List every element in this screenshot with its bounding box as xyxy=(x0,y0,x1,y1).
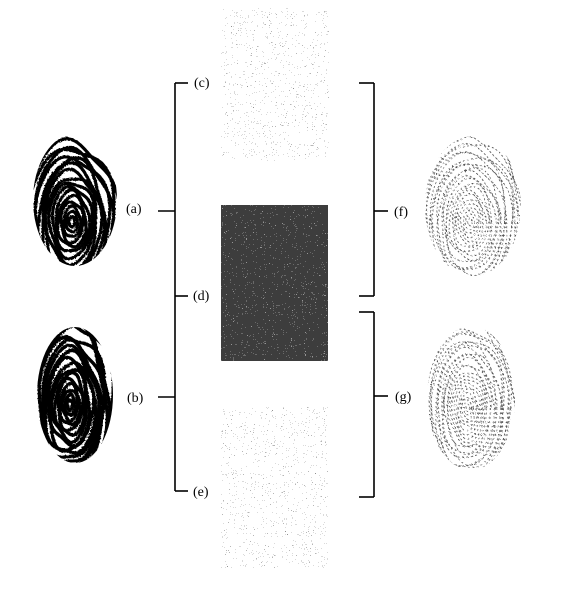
label-c: (c) xyxy=(194,76,210,91)
ridge-line xyxy=(63,392,77,417)
ridge-line xyxy=(445,177,497,263)
ridge-line xyxy=(428,341,505,470)
ridge-line xyxy=(455,199,484,247)
ridge-line xyxy=(54,188,92,253)
ridge-line xyxy=(460,207,480,239)
ridge-line xyxy=(467,217,473,227)
ridge-line xyxy=(59,200,86,245)
ridge-line xyxy=(465,213,476,230)
bracket-right-top xyxy=(359,82,388,297)
ridge-line xyxy=(37,335,107,463)
ridge-line xyxy=(425,136,521,276)
label-d: (d) xyxy=(193,289,210,304)
ridge-line xyxy=(461,396,475,420)
ridge-line xyxy=(37,327,113,463)
ridge-line xyxy=(441,353,498,458)
ridge-line xyxy=(52,371,87,437)
ridge-line xyxy=(430,151,514,276)
ridge-line xyxy=(436,353,497,466)
ridge-line xyxy=(435,341,504,468)
ridge-line xyxy=(427,328,513,470)
ridge-line xyxy=(430,331,510,470)
ridge-line xyxy=(449,376,486,444)
ridge-line xyxy=(427,326,515,470)
ridge-line xyxy=(460,392,477,423)
ridge-line xyxy=(457,203,482,243)
ridge-line xyxy=(463,399,473,416)
noise-share-e xyxy=(221,407,328,568)
ridge-line xyxy=(62,204,83,238)
ridge-line xyxy=(455,385,481,432)
ridge-line xyxy=(42,343,101,459)
ridge-line xyxy=(33,136,117,266)
ridge-line xyxy=(430,344,503,470)
noise-share-d xyxy=(221,205,328,361)
bracket-right-bottom xyxy=(359,311,388,498)
fingerprint-b xyxy=(37,327,113,463)
label-g: (g) xyxy=(395,390,412,405)
ridge-line xyxy=(442,357,495,454)
ridge-line xyxy=(41,161,107,266)
label-f: (f) xyxy=(394,205,408,220)
ridge-line xyxy=(56,376,85,433)
ridge-line xyxy=(453,382,483,436)
ridge-line xyxy=(443,365,492,455)
ridge-line xyxy=(67,215,77,229)
ridge-line xyxy=(425,144,516,276)
ridge-line xyxy=(65,398,75,412)
ridge-line xyxy=(426,143,519,276)
ridge-line xyxy=(441,169,502,270)
fingerprint-g xyxy=(427,326,515,470)
ridge-line xyxy=(431,164,506,276)
label-b: (b) xyxy=(127,391,144,406)
ridge-line xyxy=(451,379,484,440)
bracket-left-bottom xyxy=(158,296,188,492)
ridge-line xyxy=(47,181,97,266)
ridge-line xyxy=(457,388,479,427)
fingerprint-f xyxy=(425,136,521,276)
ridge-line xyxy=(437,346,502,467)
bracket-left-top xyxy=(158,82,188,297)
ridge-line xyxy=(454,193,487,248)
fingerprint-a xyxy=(33,136,117,266)
ridge-line xyxy=(37,336,107,463)
ridge-line xyxy=(465,403,471,413)
ridge-line xyxy=(436,163,507,276)
ridge-line xyxy=(47,355,96,453)
ridge-line xyxy=(64,209,80,234)
label-a: (a) xyxy=(126,202,142,217)
ridge-line xyxy=(447,372,488,448)
ridge-line xyxy=(448,186,491,257)
ridge-line xyxy=(50,185,95,261)
label-e: (e) xyxy=(193,485,209,500)
ridge-line xyxy=(427,326,515,470)
noise-share-c xyxy=(221,8,329,161)
